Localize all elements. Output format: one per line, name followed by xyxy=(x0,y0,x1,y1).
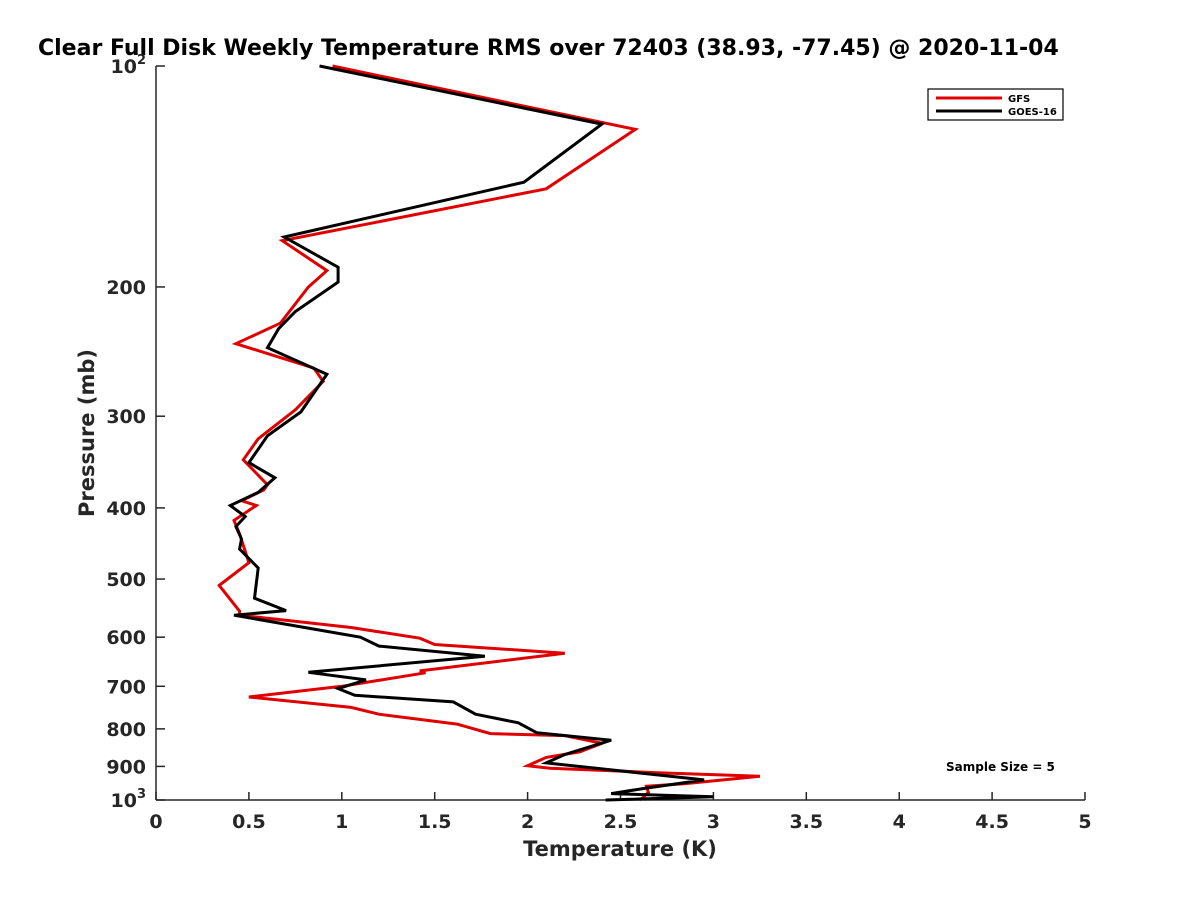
y-tick-label-base: 10 xyxy=(111,790,137,812)
y-tick-label: 600 xyxy=(106,627,146,649)
x-tick-label: 4 xyxy=(893,811,906,833)
x-tick-label: 2 xyxy=(521,811,534,833)
y-axis-label: Pressure (mb) xyxy=(75,349,99,517)
sample-size-annotation: Sample Size = 5 xyxy=(946,760,1055,774)
y-tick-label-exponent: 3 xyxy=(137,787,146,802)
x-tick-label: 0 xyxy=(149,811,162,833)
series-lines xyxy=(217,64,761,802)
y-tick-label: 103 xyxy=(111,787,147,812)
legend-label: GOES-16 xyxy=(1008,107,1057,118)
series-line-gfs xyxy=(217,64,761,802)
x-axis-label: Temperature (K) xyxy=(523,837,717,861)
x-tick-label: 0.5 xyxy=(232,811,266,833)
x-tick-label: 1 xyxy=(335,811,348,833)
y-tick-label: 400 xyxy=(106,498,146,520)
x-tick-label: 5 xyxy=(1078,811,1091,833)
series-line-goes-16 xyxy=(227,64,714,802)
chart-title: Clear Full Disk Weekly Temperature RMS o… xyxy=(38,36,1059,61)
y-tick-label: 800 xyxy=(106,719,146,741)
x-tick-label: 2.5 xyxy=(604,811,638,833)
y-tick-label-exponent: 2 xyxy=(137,53,146,68)
x-tick-label: 1.5 xyxy=(418,811,452,833)
y-tick-label-base: 10 xyxy=(111,56,137,78)
y-tick-label: 500 xyxy=(106,569,146,591)
y-tick-label: 200 xyxy=(106,277,146,299)
plot-area xyxy=(155,66,1085,801)
y-tick-label: 900 xyxy=(106,756,146,778)
y-tick-label: 300 xyxy=(106,406,146,428)
y-tick-label: 102 xyxy=(111,53,147,78)
x-tick-label: 4.5 xyxy=(975,811,1009,833)
x-tick-label: 3 xyxy=(707,811,720,833)
legend-label: GFS xyxy=(1008,94,1030,105)
legend: GFS GOES-16 xyxy=(927,88,1064,121)
x-axis-ticks: 0 0.5 1 1.5 2 2.5 3 3.5 4 4.5 5 xyxy=(149,792,1092,833)
x-tick-label: 3.5 xyxy=(789,811,823,833)
legend-box xyxy=(927,88,1064,121)
y-tick-label: 700 xyxy=(106,676,146,698)
